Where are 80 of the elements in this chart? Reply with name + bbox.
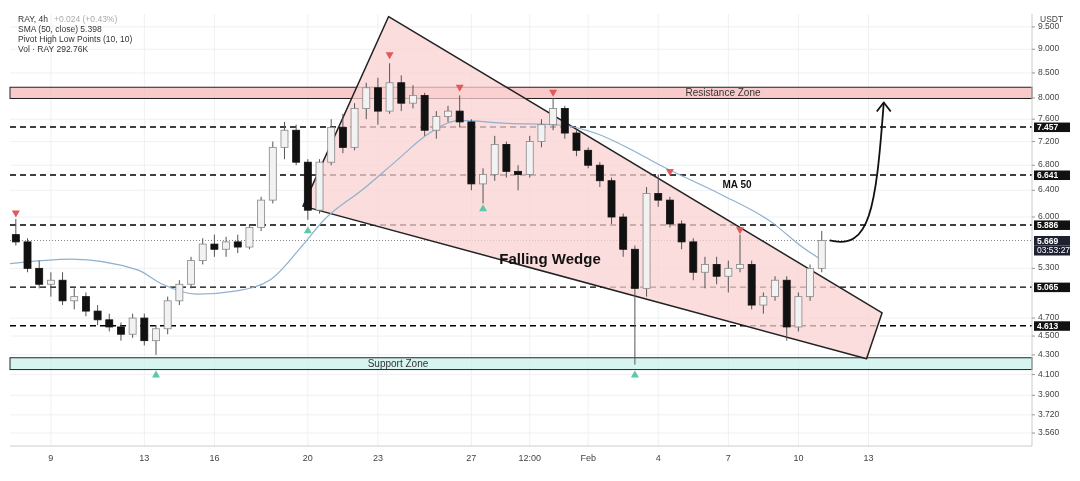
candlestick (514, 164, 522, 191)
candlestick (409, 84, 417, 109)
candlestick (595, 161, 604, 188)
candlestick (233, 234, 242, 254)
x-tick-label: Feb (580, 453, 596, 463)
x-tick-label: 16 (209, 453, 220, 463)
candlestick (537, 118, 546, 148)
ref-line-label: 5.669 (1037, 235, 1059, 246)
candlestick (397, 74, 406, 112)
candlestick (444, 105, 452, 123)
candlestick (140, 313, 149, 346)
annotation: Pivot High Low Points (10, 10) (18, 34, 133, 44)
candlestick (677, 219, 686, 250)
y-tick-label: 8.500 (1038, 66, 1060, 77)
annotation: SMA (50, close) 5.398 (18, 24, 102, 34)
y-tick-label: 7.600 (1038, 113, 1060, 124)
candlestick (654, 173, 663, 208)
y-tick-label: 4.700 (1038, 312, 1060, 323)
y-tick-label: 3.560 (1038, 427, 1060, 438)
y-tick-label: 6.800 (1038, 159, 1060, 170)
chart-subtitle: +0.024 (+0.43%) (53, 14, 118, 24)
candlestick (479, 167, 487, 204)
series-label: MA 50 (722, 179, 753, 191)
candlestick (724, 260, 733, 293)
annotation: Vol · RAY 292.76K (18, 44, 89, 54)
ref-line-label: 7.457 (1037, 122, 1059, 133)
candlestick (70, 287, 79, 310)
candlestick (455, 94, 464, 128)
candlestick (549, 97, 558, 131)
text: 03:53:27 (1037, 245, 1071, 256)
y-tick-label: 8.000 (1038, 91, 1060, 102)
x-tick-label: 13 (863, 453, 874, 463)
y-tick-label: 5.300 (1038, 262, 1060, 273)
y-tick-label: 7.200 (1038, 135, 1060, 146)
candlestick (432, 110, 441, 140)
candlestick (11, 218, 20, 247)
ref-line-label: 5.886 (1037, 220, 1059, 231)
candlestick (210, 234, 219, 258)
y-tick-label: 4.100 (1038, 368, 1060, 379)
x-tick-label: 27 (466, 453, 477, 463)
candlestick (198, 237, 207, 265)
band-label: Resistance Zone (685, 87, 761, 99)
y-tick-label: 9.000 (1038, 43, 1060, 54)
candlestick (374, 77, 382, 126)
candlestick (712, 256, 721, 285)
candlestick (759, 291, 768, 315)
x-tick-label: 10 (793, 453, 804, 463)
candlestick (771, 275, 779, 302)
candlestick (701, 256, 709, 289)
ref-line-label: 6.641 (1037, 170, 1059, 181)
y-tick-label: 6.000 (1038, 211, 1060, 222)
y-tick-label: 3.720 (1038, 408, 1060, 419)
x-tick-label: 13 (139, 453, 150, 463)
candlestick (93, 304, 102, 326)
candlestick (58, 271, 67, 306)
candlestick (666, 196, 674, 228)
candlestick (736, 234, 744, 273)
candlestick (584, 146, 593, 169)
y-tick-label: 3.900 (1038, 389, 1060, 400)
series-label: Falling Wedge (499, 249, 601, 267)
ref-line-label: 5.065 (1037, 282, 1059, 293)
candlestick (35, 260, 44, 289)
band-label: Support Zone (367, 358, 429, 370)
candlestick (175, 279, 184, 306)
candlestick (362, 82, 371, 120)
y-tick-label: 6.400 (1038, 184, 1060, 195)
x-tick-label: 7 (725, 453, 731, 463)
y-tick-label: 4.300 (1038, 348, 1060, 359)
candlestick (572, 129, 581, 157)
ref-line-label: 4.613 (1037, 320, 1059, 331)
candlestick (338, 113, 347, 154)
candlestick (82, 291, 90, 317)
x-tick-label: 12:00 (518, 453, 542, 463)
x-tick-label: 9 (48, 453, 54, 463)
x-tick-label: 20 (302, 453, 313, 463)
y-tick-label: 4.500 (1038, 330, 1060, 341)
candlestick (117, 321, 125, 342)
x-tick-label: 4 (655, 453, 661, 463)
x-tick-label: 23 (372, 453, 383, 463)
chart-title: RAY, 4h (18, 14, 48, 24)
